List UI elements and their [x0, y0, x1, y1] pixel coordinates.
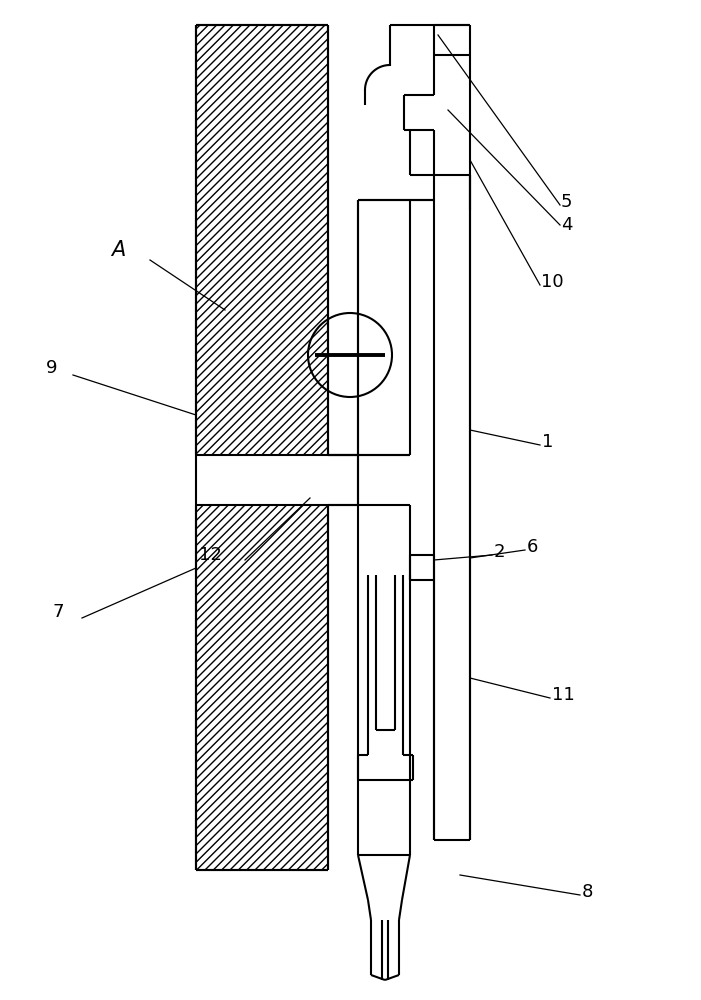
Text: 6: 6 [527, 538, 538, 556]
Text: 2: 2 [494, 543, 505, 561]
Bar [196, 25, 328, 455]
Text: 9: 9 [46, 359, 57, 377]
Text: 8: 8 [582, 883, 593, 901]
Text: 1: 1 [542, 433, 553, 451]
Text: 10: 10 [541, 273, 564, 291]
Text: 7: 7 [53, 603, 64, 621]
Text: A: A [111, 240, 125, 260]
Text: 4: 4 [561, 216, 573, 234]
Text: 5: 5 [561, 193, 573, 211]
Bar [196, 505, 328, 870]
Text: 11: 11 [552, 686, 575, 704]
Text: 12: 12 [198, 546, 222, 564]
